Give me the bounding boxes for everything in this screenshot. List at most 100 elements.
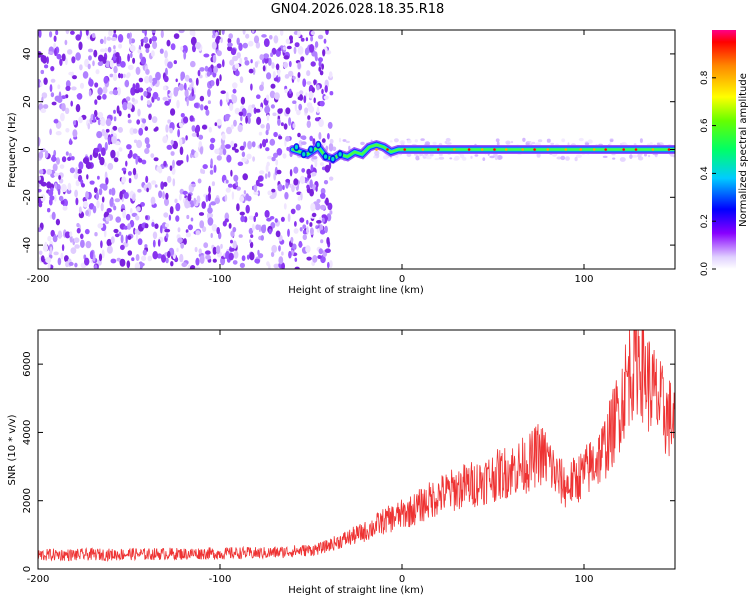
noise-speckle — [71, 56, 76, 64]
noise-speckle — [241, 157, 248, 162]
noise-speckle — [67, 49, 73, 55]
noise-speckle — [100, 202, 104, 212]
noise-speckle — [130, 207, 133, 214]
noise-speckle — [316, 84, 320, 91]
noise-speckle — [241, 255, 246, 262]
noise-speckle — [309, 135, 314, 142]
noise-speckle — [152, 41, 158, 50]
ridge-peak — [592, 148, 596, 151]
noise-speckle — [297, 132, 301, 138]
noise-speckle — [318, 132, 322, 140]
noise-speckle — [57, 230, 63, 239]
noise-speckle — [310, 61, 316, 67]
noise-speckle — [113, 49, 117, 55]
noise-speckle — [253, 184, 258, 193]
noise-speckle — [180, 113, 185, 118]
noise-speckle — [127, 113, 131, 119]
noise-speckle — [266, 72, 272, 80]
snr-ylabel: SNR (10 * v/v) — [7, 414, 18, 485]
noise-speckle — [537, 139, 543, 143]
noise-speckle — [123, 225, 129, 230]
noise-speckle — [190, 36, 197, 46]
noise-speckle — [52, 163, 58, 172]
noise-speckle — [298, 103, 303, 111]
noise-speckle — [546, 138, 551, 143]
noise-speckle — [210, 137, 216, 143]
noise-speckle — [247, 140, 253, 150]
noise-speckle — [277, 183, 283, 192]
noise-speckle — [245, 193, 250, 201]
ridge-blob-core — [294, 144, 299, 150]
spectrogram-xtick-label: -200 — [27, 274, 50, 285]
noise-speckle — [329, 210, 333, 215]
noise-speckle — [81, 183, 85, 188]
noise-speckle — [324, 164, 331, 173]
noise-speckle — [229, 102, 234, 111]
noise-speckle — [162, 85, 167, 91]
noise-speckle — [72, 75, 77, 80]
noise-speckle — [345, 140, 350, 144]
noise-speckle — [98, 253, 103, 262]
noise-speckle — [273, 263, 280, 269]
noise-speckle — [129, 149, 133, 158]
noise-speckle — [299, 227, 303, 232]
noise-speckle — [134, 262, 141, 269]
noise-speckle — [211, 41, 217, 50]
noise-speckle — [97, 61, 104, 67]
noise-speckle — [110, 236, 115, 244]
noise-speckle — [174, 198, 178, 204]
noise-speckle — [205, 194, 209, 203]
noise-speckle — [212, 258, 217, 263]
noise-speckle — [183, 51, 187, 60]
noise-speckle — [208, 203, 212, 212]
noise-speckle — [179, 146, 184, 155]
noise-speckle — [109, 90, 114, 95]
noise-speckle — [61, 244, 65, 252]
noise-speckle — [290, 236, 294, 243]
noise-speckle — [251, 104, 256, 109]
noise-speckle — [226, 154, 232, 163]
noise-speckle — [255, 108, 261, 113]
noise-speckle — [285, 178, 291, 183]
noise-speckle — [131, 257, 135, 262]
noise-speckle — [97, 111, 104, 119]
noise-speckle — [294, 42, 300, 48]
noise-speckle — [79, 64, 83, 71]
noise-speckle — [277, 69, 281, 78]
noise-speckle — [256, 116, 262, 125]
noise-speckle — [320, 229, 326, 235]
noise-speckle — [220, 90, 226, 94]
noise-speckle — [305, 245, 311, 253]
noise-speckle — [131, 97, 135, 103]
noise-speckle — [145, 68, 150, 75]
noise-speckle — [108, 30, 113, 37]
noise-speckle — [259, 170, 265, 175]
noise-speckle — [78, 116, 83, 124]
noise-speckle — [50, 92, 55, 98]
noise-speckle — [100, 48, 106, 53]
noise-speckle — [236, 203, 240, 212]
noise-speckle — [150, 153, 155, 159]
noise-speckle — [113, 45, 116, 50]
noise-speckle — [310, 164, 314, 172]
noise-speckle — [227, 42, 233, 47]
noise-speckle — [170, 261, 174, 267]
noise-speckle — [270, 52, 274, 57]
noise-speckle — [306, 219, 309, 225]
noise-speckle — [255, 179, 260, 187]
noise-speckle — [110, 129, 114, 134]
noise-speckle — [245, 33, 250, 39]
noise-speckle — [57, 188, 61, 196]
noise-speckle — [40, 69, 45, 75]
noise-speckle — [229, 247, 235, 252]
noise-speckle — [264, 173, 268, 180]
noise-speckle — [146, 143, 151, 149]
noise-speckle — [259, 143, 263, 149]
noise-speckle — [111, 187, 116, 196]
noise-speckle — [87, 122, 91, 130]
noise-speckle — [74, 189, 78, 198]
noise-speckle — [497, 155, 503, 160]
noise-speckle — [116, 86, 121, 96]
noise-speckle — [259, 84, 264, 92]
noise-speckle — [55, 30, 59, 36]
